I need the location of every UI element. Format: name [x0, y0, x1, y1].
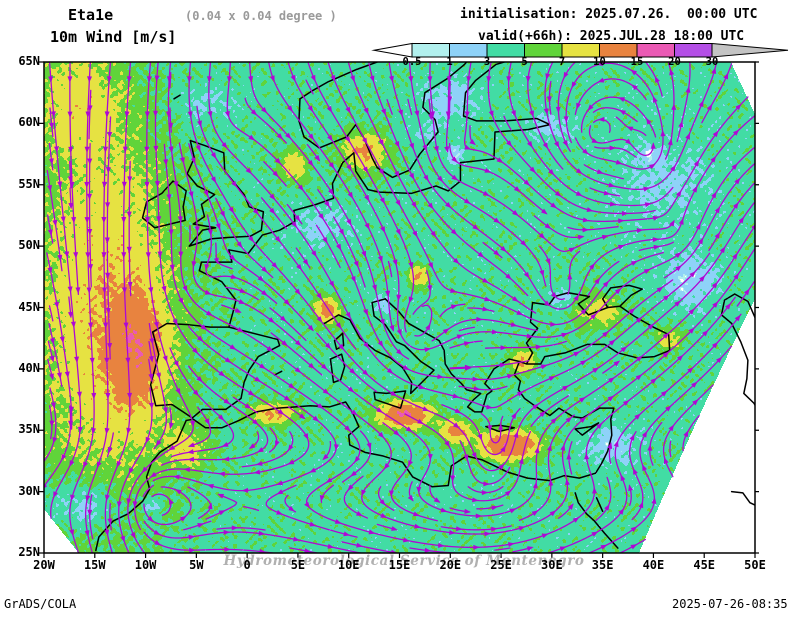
- lon-tick-label: 0: [243, 558, 251, 572]
- colorbar-level-label: 1: [446, 56, 453, 68]
- lon-tick-label: 20E: [439, 558, 462, 572]
- colorbar-level-label: 10: [593, 56, 606, 68]
- lat-tick-label: 65N: [18, 54, 40, 68]
- lon-tick-label: 15W: [83, 558, 106, 572]
- lon-tick-label: 30E: [541, 558, 563, 572]
- lon-tick-label: 50E: [744, 558, 766, 572]
- lat-tick-label: 45N: [18, 299, 40, 314]
- lon-tick-label: 10W: [134, 558, 157, 572]
- lat-tick-label: 35N: [18, 422, 40, 437]
- lon-tick-label: 45E: [693, 558, 716, 572]
- lat-tick-label: 30N: [18, 483, 40, 498]
- colorbar-level-label: 7: [558, 56, 566, 68]
- colorbar-level-label: 15: [630, 56, 644, 68]
- credit-grads: GrADS/COLA: [4, 597, 77, 611]
- creation-timestamp: 2025-07-26-08:35: [672, 597, 788, 611]
- lon-tick-label: 25E: [490, 558, 512, 572]
- colorbar-level-label: 5: [521, 56, 528, 68]
- lon-tick-label: 15E: [388, 558, 411, 572]
- lat-tick-label: 25N: [18, 545, 40, 559]
- initialisation-time: initialisation: 2025.07.26. 00:00 UTC: [460, 7, 758, 22]
- valid-time: valid(+66h): 2025.JUL.28 18:00 UTC: [478, 29, 745, 44]
- lat-tick-label: 55N: [18, 176, 40, 191]
- lat-tick-label: 40N: [18, 360, 40, 375]
- lon-tick-label: 35E: [591, 558, 614, 572]
- model-name: Eta1e: [68, 6, 114, 24]
- lat-tick-label: 60N: [18, 115, 40, 130]
- colorbar-level-label: 20: [668, 56, 681, 68]
- lon-tick-label: 20W: [33, 558, 55, 572]
- variable-title: 10m Wind [m/s]: [50, 28, 177, 46]
- lon-tick-label: 5W: [189, 558, 204, 572]
- colorbar-level-label: 0.5: [402, 56, 422, 68]
- colorbar-level-label: 3: [483, 56, 491, 68]
- lat-tick-label: 50N: [18, 238, 40, 253]
- lon-tick-label: 40E: [642, 558, 665, 572]
- grid-resolution: (0.04 x 0.04 degree ): [185, 9, 337, 23]
- watermark: Hydrometeorological Service of Montenegr…: [223, 553, 585, 569]
- colorbar-level-label: 30: [705, 56, 719, 68]
- lon-tick-label: 5E: [290, 558, 306, 572]
- lon-tick-label: 10E: [337, 558, 360, 572]
